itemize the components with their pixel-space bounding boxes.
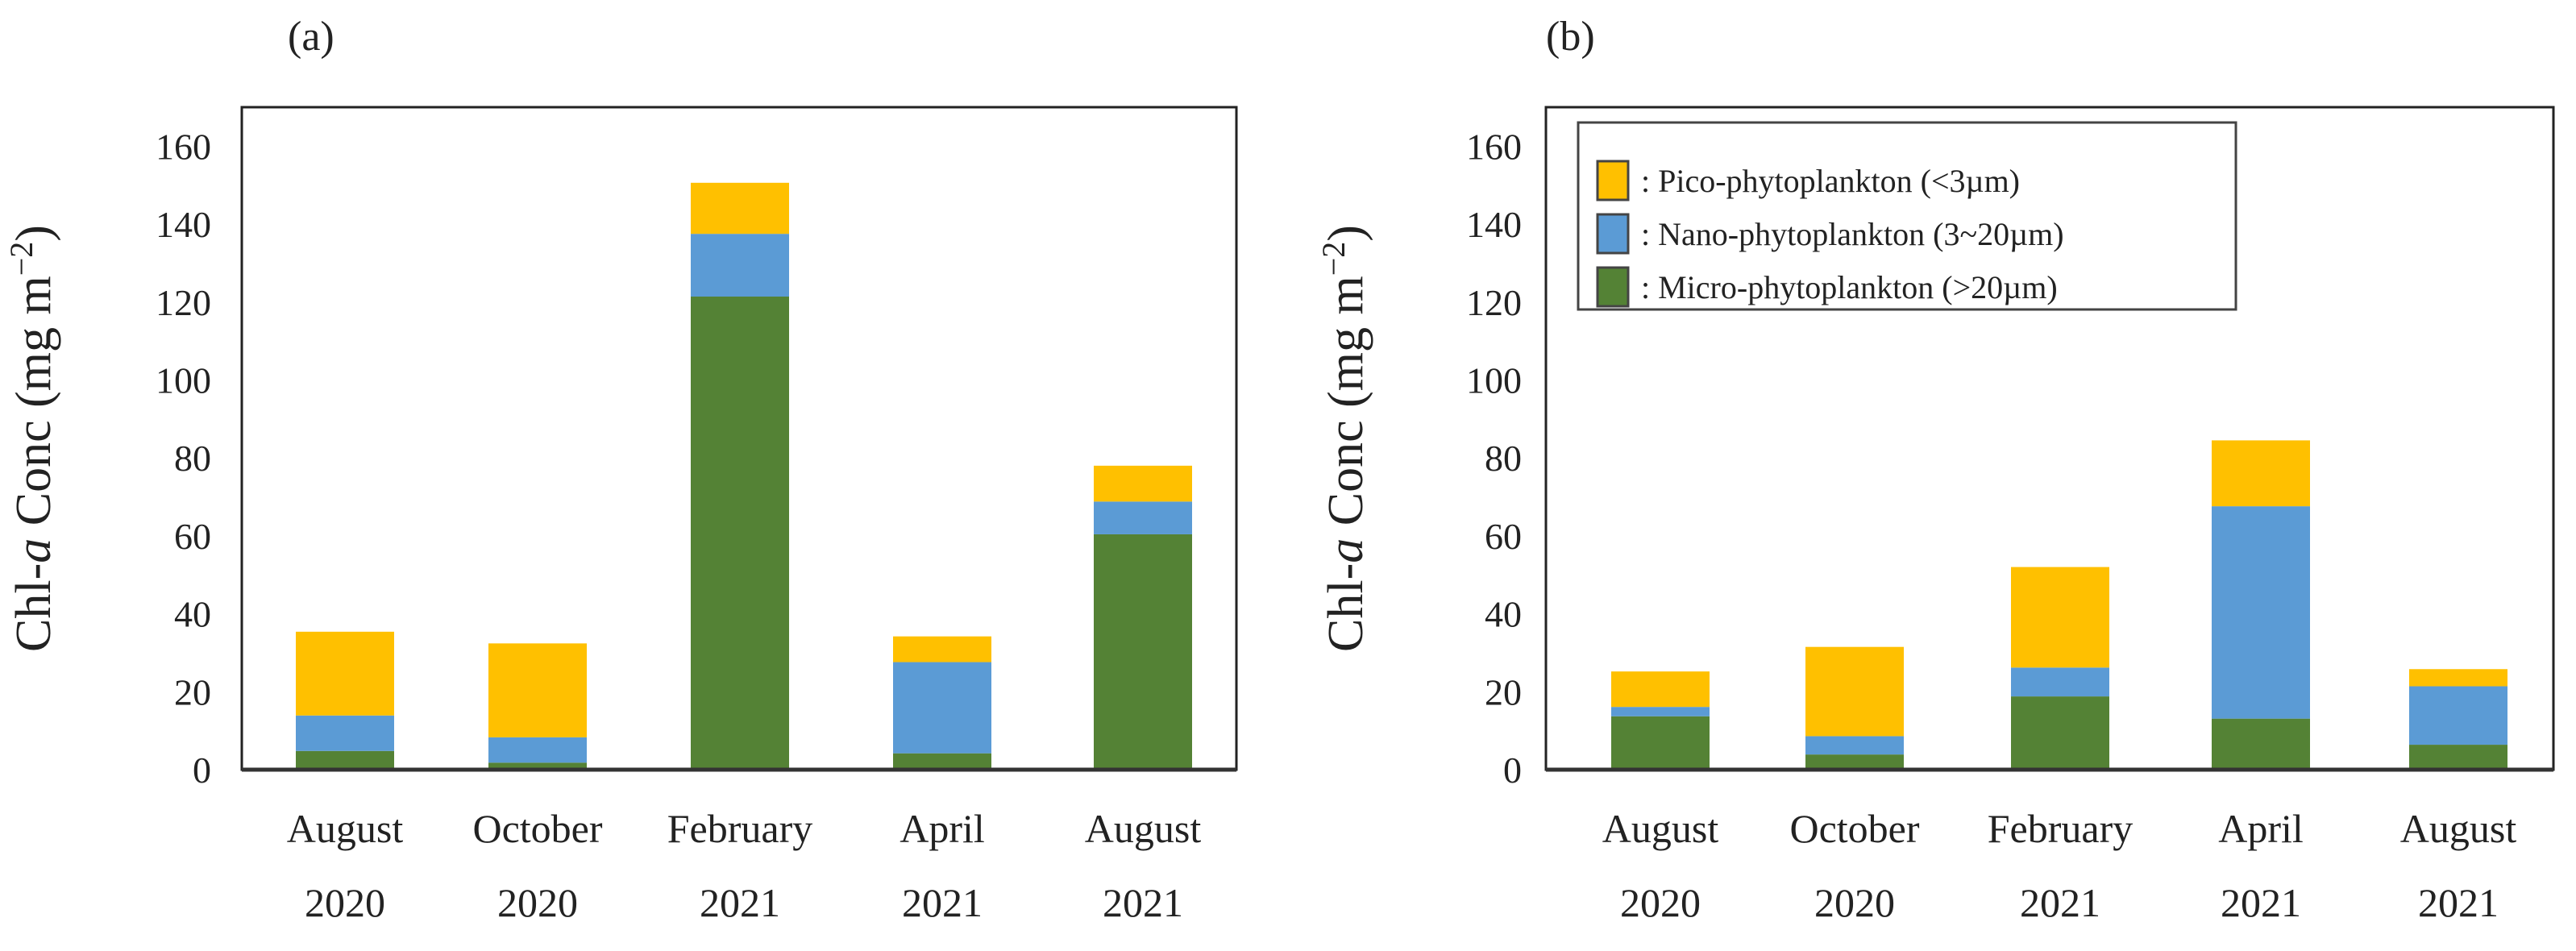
y-tick-label: 60 [1485, 516, 1522, 557]
y-tick-label: 80 [1485, 438, 1522, 479]
y-axis-label: Chl-a Conc (mg m−2) [1315, 225, 1374, 652]
x-tick-label: October [1789, 806, 1919, 851]
bar-segment [2409, 745, 2507, 770]
y-tick-label: 40 [174, 594, 211, 635]
chart-panel-a: (a) August 2020 October 2020 February 2021 Apri… [3, 14, 1238, 925]
x-tick-label: February [1988, 806, 2134, 851]
y-tick-label: 60 [174, 516, 211, 557]
panel-label: (b) [1546, 14, 1595, 60]
x-tick-label: October [472, 806, 602, 851]
y-axis-label-mid: Conc (mg m [1319, 276, 1373, 538]
legend-label: : Nano-phytoplankton (3~20µm) [1641, 216, 2064, 252]
y-tick-label: 120 [156, 282, 211, 323]
y-tick-label: 140 [1466, 204, 1522, 245]
x-tick-label: 2021 [700, 880, 780, 925]
y-tick-label: 40 [1485, 594, 1522, 635]
y-tick-label: 160 [1466, 126, 1522, 167]
bar-segment [2212, 718, 2310, 770]
y-axis-label-sup: −2 [3, 242, 39, 276]
bar-segment [1094, 534, 1192, 770]
bar-segment [691, 182, 789, 235]
bar-segment [691, 296, 789, 770]
y-axis-label-italic: a [1319, 538, 1373, 563]
y-axis-label-mid: Conc (mg m [6, 276, 61, 538]
x-tick-label: 2021 [2020, 880, 2100, 925]
y-tick-label: 140 [156, 204, 211, 245]
y-axis-label: Chl-a Conc (mg m−2) [3, 225, 62, 652]
x-tick-label: 2020 [1814, 880, 1895, 925]
bar-segment [296, 715, 394, 751]
y-tick-label: 80 [174, 438, 211, 479]
bar-segment [296, 631, 394, 716]
panel-label: (a) [288, 14, 334, 60]
bar-segment [2409, 669, 2507, 687]
legend-swatch [1596, 213, 1630, 255]
x-tick-label: 2021 [2418, 880, 2499, 925]
bar-segment [488, 737, 587, 763]
legend-swatch [1596, 160, 1630, 201]
bar-segment [2212, 440, 2310, 507]
y-axis-label-suffix: ) [6, 225, 61, 242]
bar-segment [2409, 686, 2507, 745]
y-tick-label: 20 [1485, 671, 1522, 712]
y-tick-label: 20 [174, 671, 211, 712]
x-tick-label: 2020 [305, 880, 385, 925]
x-tick-label: 2021 [1103, 880, 1183, 925]
bar-segment [2011, 696, 2109, 770]
bar-segment [893, 662, 991, 754]
legend-swatch [1596, 266, 1630, 308]
chart-panel-b: (b) August 2020 October 2020 February 2021 Apri… [1315, 14, 2555, 925]
bar-segment [1805, 736, 1904, 755]
bar-segment [2011, 667, 2109, 697]
y-tick-label: 100 [156, 359, 211, 401]
x-tick-label: 2021 [2221, 880, 2301, 925]
legend-label: : Pico-phytoplankton (<3µm) [1641, 163, 2020, 199]
x-tick-label: August [1602, 806, 1719, 851]
x-tick-label: February [667, 806, 813, 851]
bar-segment [2212, 506, 2310, 719]
y-axis-label-sup: −2 [1315, 242, 1352, 276]
bar-segment [1805, 646, 1904, 737]
x-tick-label: August [287, 806, 404, 851]
bar-segment [488, 643, 587, 737]
bar-segment [893, 636, 991, 662]
bar-segment [1805, 754, 1904, 770]
x-tick-label: April [2218, 806, 2304, 851]
legend-label: : Micro-phytoplankton (>20µm) [1641, 269, 2058, 305]
x-tick-label: April [900, 806, 985, 851]
bar-segment [2011, 567, 2109, 668]
bar-segment [1611, 707, 1710, 716]
y-tick-label: 160 [156, 126, 211, 167]
bar-segment [296, 750, 394, 770]
x-tick-label: 2020 [1620, 880, 1701, 925]
bar-segment [1094, 465, 1192, 502]
y-tick-label: 0 [1503, 750, 1522, 791]
bar-segment [488, 762, 587, 770]
x-tick-label: 2020 [497, 880, 578, 925]
bar-segment [893, 753, 991, 770]
bar-segment [691, 234, 789, 297]
legend: : Pico-phytoplankton (<3µm) : Nano-phytop… [1577, 121, 2237, 311]
y-tick-label: 0 [193, 750, 211, 791]
x-tick-label: August [2400, 806, 2517, 851]
y-tick-label: 120 [1466, 282, 1522, 323]
x-tick-label: 2021 [902, 880, 983, 925]
bar-segment [1611, 716, 1710, 770]
y-axis-label-prefix: Chl- [6, 563, 61, 652]
bar-segment [1094, 501, 1192, 534]
legend-box [1577, 121, 2237, 311]
y-axis-label-suffix: ) [1319, 225, 1373, 242]
y-tick-label: 100 [1466, 359, 1522, 401]
y-axis-label-prefix: Chl- [1319, 563, 1373, 652]
bar-segment [1611, 671, 1710, 708]
y-axis-label-italic: a [6, 538, 61, 563]
x-tick-label: August [1085, 806, 1202, 851]
